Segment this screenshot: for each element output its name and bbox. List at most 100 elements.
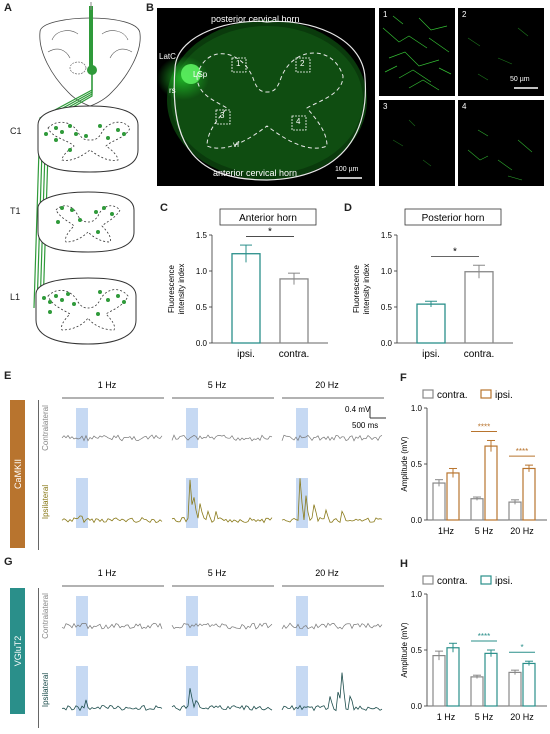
stim-window-ipsi bbox=[76, 478, 88, 528]
bar-ipsi bbox=[416, 303, 446, 344]
inset-3-fibers bbox=[392, 119, 432, 167]
inset-4-label: 4 bbox=[462, 102, 467, 111]
fluorescence-image-main: posterior cervical horn anterior cervica… bbox=[157, 8, 375, 186]
stim-window-contra bbox=[186, 408, 198, 448]
camkii-label: CaMKII bbox=[13, 458, 23, 490]
stim-window-contra bbox=[186, 596, 198, 636]
chart-title-box bbox=[219, 208, 317, 226]
inset-1: 1 bbox=[379, 8, 455, 96]
y-axis-label-line: intensity index bbox=[177, 264, 186, 315]
frequency-label: 20 Hz bbox=[315, 380, 339, 390]
y-tick-label: 1.0 bbox=[411, 590, 423, 599]
trace-contralateral bbox=[61, 622, 163, 630]
bar-contra bbox=[464, 271, 494, 344]
trace-contralateral bbox=[171, 434, 273, 442]
legend-label: ipsi. bbox=[495, 390, 513, 401]
y-axis-label-line: intensity index bbox=[362, 264, 371, 315]
significance-marker: * bbox=[453, 247, 457, 258]
y-tick-label: 0.0 bbox=[196, 339, 208, 348]
trace-ipsilateral bbox=[281, 672, 383, 712]
frequency-label: 1 Hz bbox=[98, 380, 117, 390]
trace-contralateral bbox=[171, 622, 273, 630]
trace-contralateral bbox=[281, 622, 383, 630]
y-tick-label: 1.5 bbox=[196, 231, 208, 240]
inset-4: 4 bbox=[458, 100, 544, 186]
bar-ipsi bbox=[231, 253, 261, 344]
camkii-side-bar: CaMKII bbox=[10, 400, 25, 548]
y-axis-label: Fluorescenceintensity index bbox=[352, 264, 371, 315]
y-axis-label-line: Fluorescence bbox=[167, 264, 176, 313]
bar-ipsi-1 bbox=[484, 445, 498, 521]
legend-label: contra. bbox=[437, 390, 468, 401]
panel-letter-g: G bbox=[4, 556, 13, 568]
panel-letter-b: B bbox=[146, 2, 154, 14]
panel-letter-c: C bbox=[160, 202, 168, 214]
bar-ipsi-0 bbox=[446, 472, 460, 521]
label-lsp: LSp bbox=[193, 70, 208, 79]
row-label-contralateral: Contralateral bbox=[41, 405, 50, 451]
trace-ipsilateral bbox=[171, 688, 273, 711]
spinal-section-t1 bbox=[37, 191, 135, 253]
panel-letter-f: F bbox=[400, 372, 407, 384]
panel-a-schematic bbox=[33, 2, 141, 345]
bar-contra-1 bbox=[470, 676, 484, 707]
panel-letter-d: D bbox=[344, 202, 352, 214]
trace-ipsilateral bbox=[61, 515, 163, 524]
trace-contralateral bbox=[281, 434, 383, 442]
legend-swatch-ipsi bbox=[480, 389, 492, 399]
significance-marker: **** bbox=[516, 447, 528, 456]
label-latc: LatC bbox=[159, 52, 176, 61]
label-rs: rs bbox=[169, 86, 176, 95]
inset-1-fibers bbox=[382, 15, 452, 91]
inset-2: 2 50 µm bbox=[458, 8, 544, 96]
row-label-ipsilateral: Ipsilateral bbox=[41, 673, 50, 707]
inset-4-fibers bbox=[467, 129, 533, 181]
frequency-label: 5 Hz bbox=[208, 568, 227, 578]
frequency-label: 20 Hz bbox=[315, 568, 339, 578]
y-tick-label: 0.0 bbox=[411, 516, 423, 525]
stim-window-contra bbox=[296, 596, 308, 636]
y-tick-label: 0.5 bbox=[411, 646, 423, 655]
x-tick-label: ipsi. bbox=[422, 349, 440, 360]
y-tick-label: 1.0 bbox=[411, 404, 423, 413]
bar-contra-0 bbox=[432, 482, 446, 521]
inset-2-label: 2 bbox=[462, 10, 467, 19]
scale-bar-inset-label: 50 µm bbox=[510, 76, 530, 83]
box-label-1: 1 bbox=[236, 59, 241, 68]
x-tick-label: 20 Hz bbox=[510, 712, 534, 722]
vglut2-traces: 1 Hz 5 Hz 20 Hz Contralateral Ipsilateral bbox=[41, 568, 384, 716]
y-tick-label: 0.5 bbox=[196, 303, 208, 312]
box-label-3: 3 bbox=[220, 111, 225, 120]
vglut2-divider bbox=[38, 588, 39, 728]
bar-contra bbox=[279, 278, 309, 344]
panel-letter-a: A bbox=[4, 2, 12, 14]
x-tick-label: 1Hz bbox=[438, 526, 455, 536]
bar-ipsi-2 bbox=[522, 467, 536, 521]
label-posterior-horn: posterior cervical horn bbox=[211, 14, 300, 24]
x-tick-label: contra. bbox=[279, 349, 310, 360]
frequency-label: 5 Hz bbox=[208, 380, 227, 390]
x-tick-label: 5 Hz bbox=[475, 712, 494, 722]
spinal-section-l1 bbox=[35, 277, 137, 345]
significance-marker: * bbox=[268, 226, 272, 237]
significance-marker: **** bbox=[478, 632, 490, 641]
stim-window-contra bbox=[76, 408, 88, 448]
bar-contra-1 bbox=[470, 498, 484, 521]
trace-ipsilateral bbox=[61, 699, 163, 712]
chart-title-box bbox=[404, 208, 502, 226]
chart-title: Posterior horn bbox=[422, 213, 485, 224]
y-axis-label: Amplitude (mV) bbox=[400, 436, 409, 491]
spinal-section-c1 bbox=[37, 105, 139, 173]
segment-label-t1: T1 bbox=[10, 206, 21, 216]
stim-window-ipsi bbox=[296, 666, 308, 716]
box-label-4: 4 bbox=[296, 117, 301, 126]
stim-window-contra bbox=[76, 596, 88, 636]
bar-ipsi-2 bbox=[522, 662, 536, 707]
x-tick-label: 20 Hz bbox=[510, 526, 534, 536]
row-label-ipsilateral: Ipsilateral bbox=[41, 485, 50, 519]
chart-title: Anterior horn bbox=[239, 213, 297, 224]
bar-contra-0 bbox=[432, 654, 446, 707]
legend-swatch-contra bbox=[422, 389, 434, 399]
segment-label-c1: C1 bbox=[10, 126, 22, 136]
legend-label: contra. bbox=[437, 576, 468, 587]
